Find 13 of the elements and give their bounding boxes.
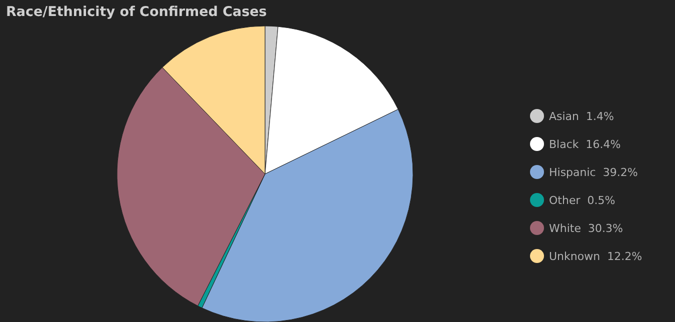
data-label: 12.2% <box>607 250 642 263</box>
legend-label: Black <box>549 138 579 151</box>
data-label: 30.3% <box>588 222 623 235</box>
legend-label: Other <box>549 194 580 207</box>
data-label: 16.4% <box>586 138 621 151</box>
data-label: 0.5% <box>587 194 616 207</box>
legend-label: Unknown <box>549 250 600 263</box>
legend-label: Hispanic <box>549 166 596 179</box>
data-label: 1.4% <box>586 110 614 123</box>
chart-title: Race/Ethnicity of Confirmed Cases <box>6 4 267 20</box>
legend-label: White <box>549 222 581 235</box>
data-label: 39.2% <box>602 166 638 179</box>
legend-label: Asian <box>549 110 580 123</box>
